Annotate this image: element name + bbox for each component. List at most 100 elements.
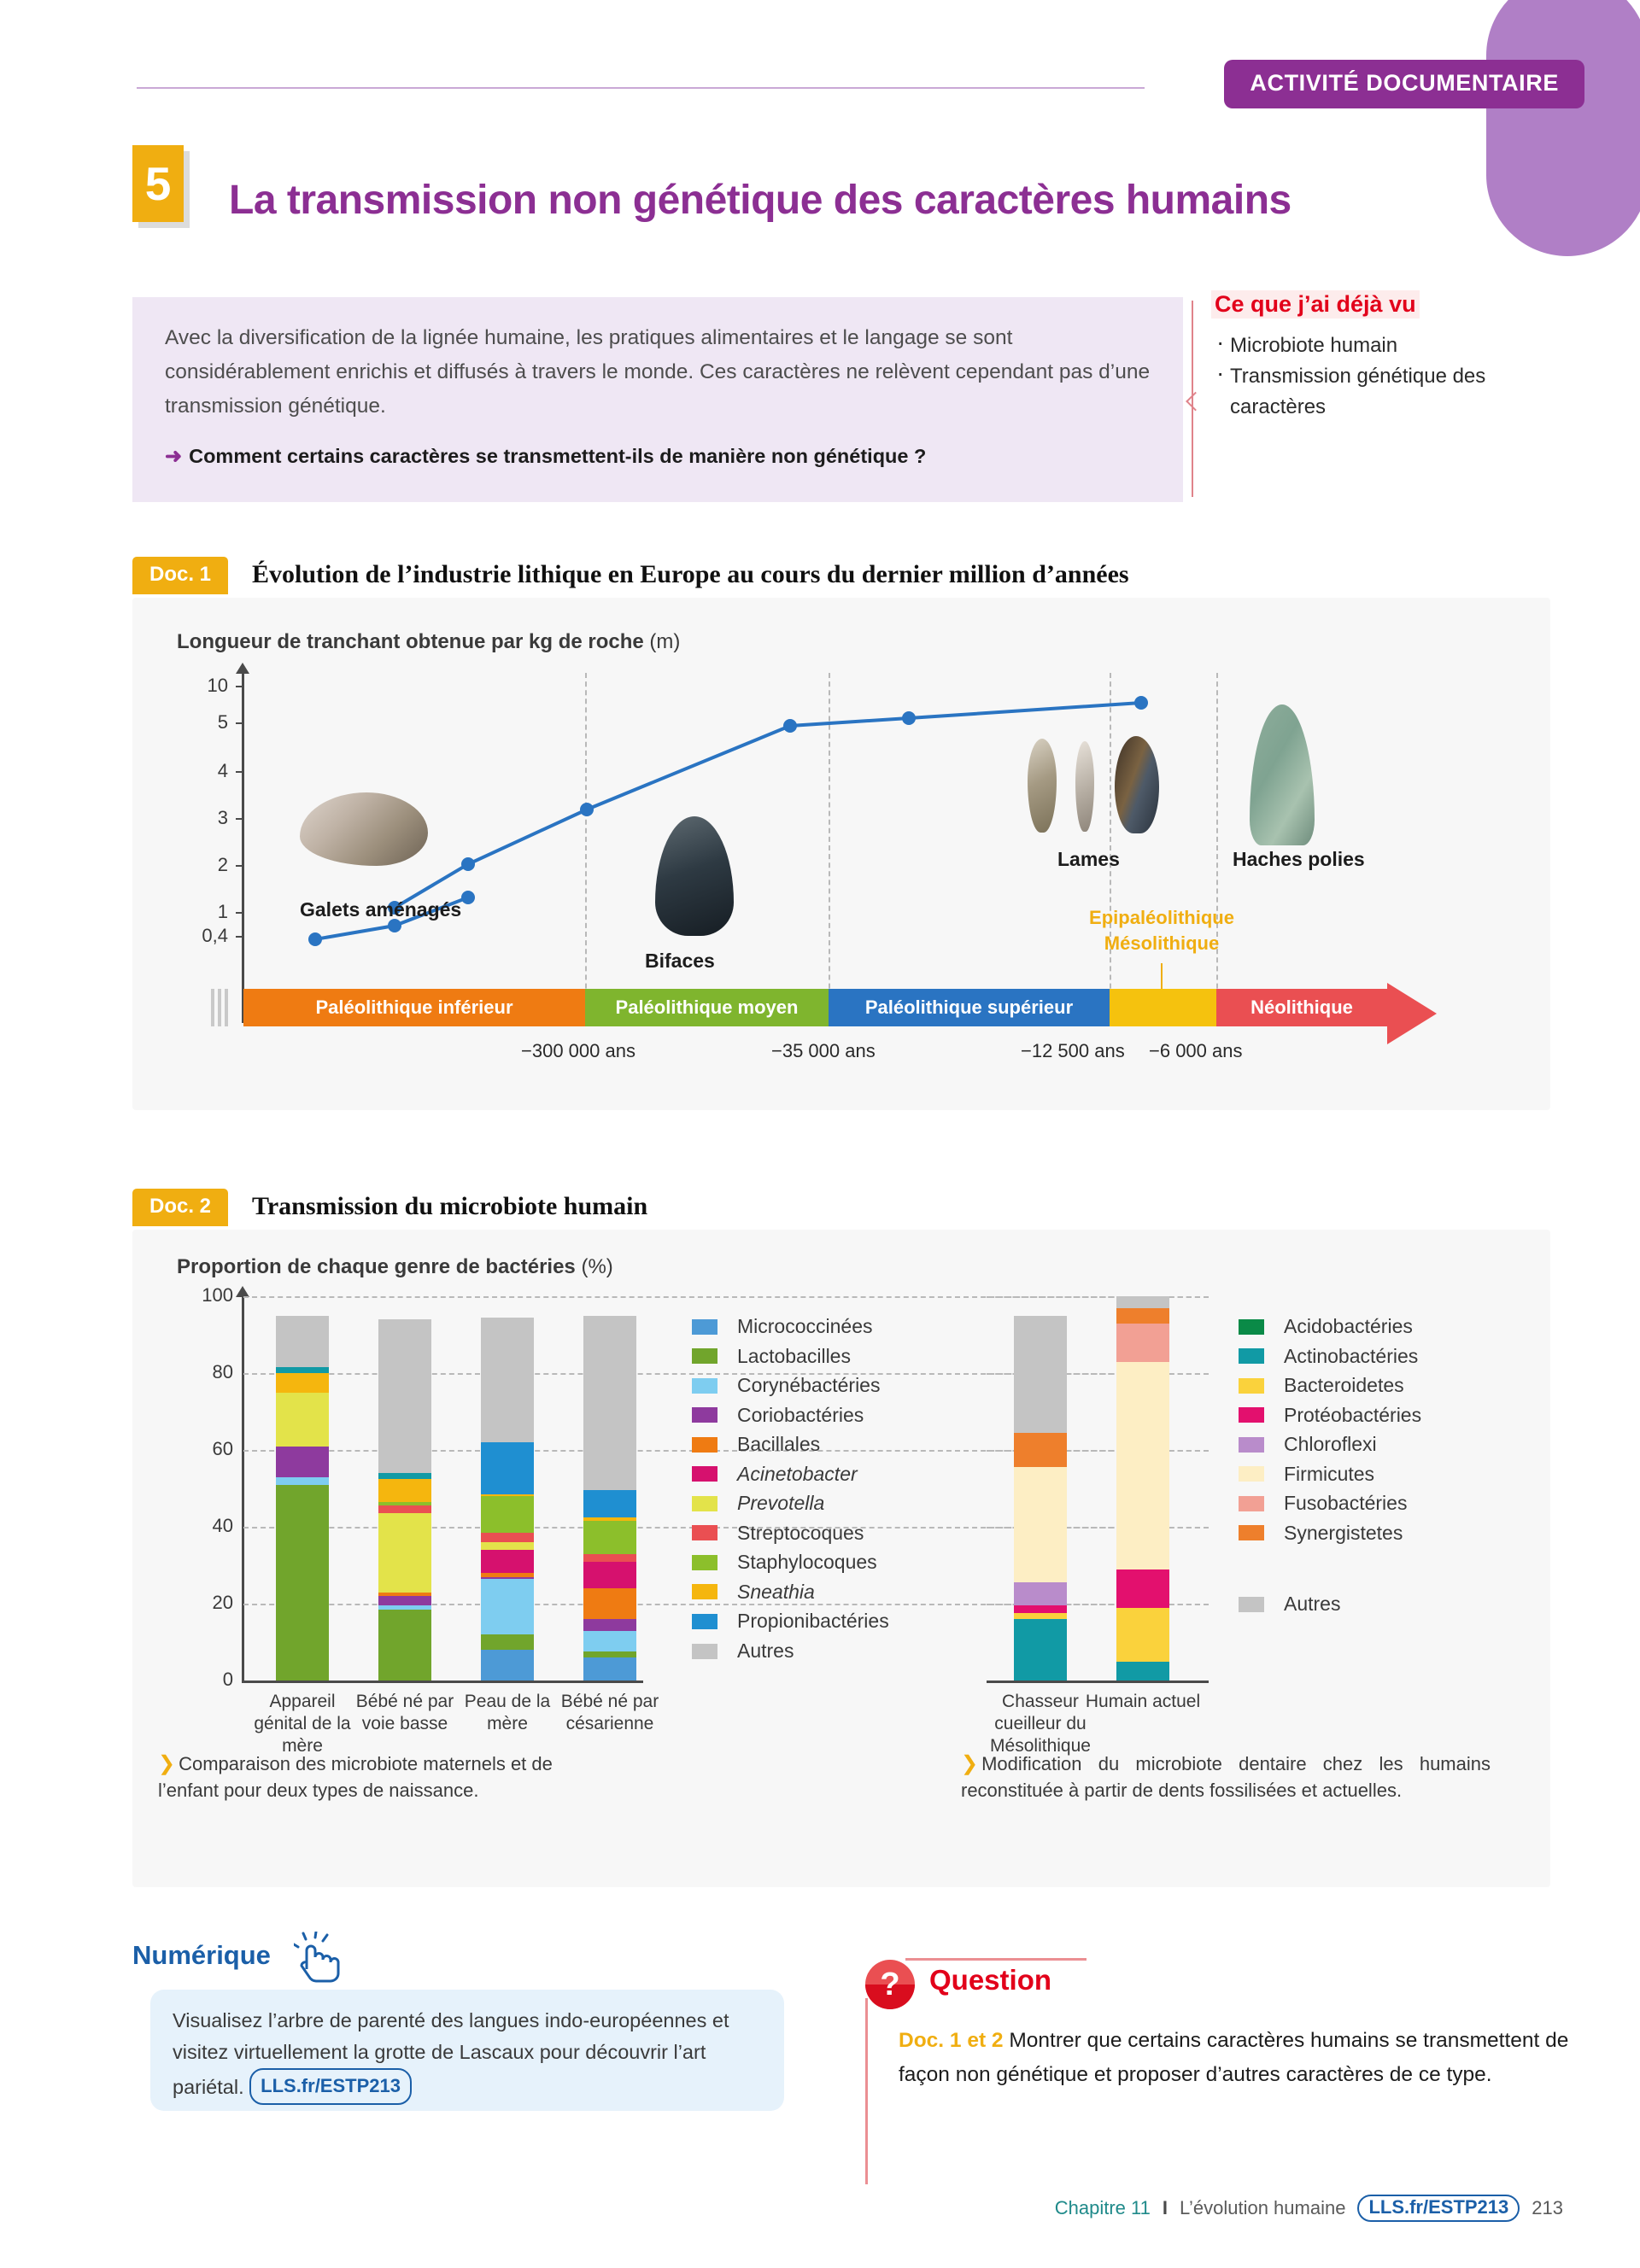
epipaleolithique-tick [1161,963,1163,989]
segment-autres [481,1317,534,1442]
sidebar-item-1: Transmission génétique des caractères [1211,358,1570,423]
doc2-title: Transmission du microbiote humain [252,1191,648,1220]
doc1-y-axis-title: Longueur de tranchant obtenue par kg de … [177,630,680,654]
question-mark-icon: ? [865,1960,915,2009]
doc1-ytickmark-3 [236,818,243,820]
right-legend-item-0: Acidobactéries [1239,1315,1421,1338]
segment-micrococcinées [481,1650,534,1681]
legend-label: Acinetobacter [737,1462,858,1485]
segment-staphylocoques [378,1501,431,1506]
timeline-hatch-1 [211,989,214,1026]
timeline-hatch-3 [225,989,228,1026]
doc1-ytickmark-5 [236,722,243,724]
segment-corynébactéries [583,1630,636,1652]
sidebar-list: Microbiote humain Transmission génétique… [1211,327,1570,423]
epipaleolithique-label: Epipaléolithique Mésolithique [1072,905,1251,956]
right-legend-item-2: Bacteroidetes [1239,1374,1421,1397]
question-mark-glyph: ? [880,1966,900,2002]
segment-actinobactéries [378,1473,431,1479]
lame-image-2 [1075,741,1094,832]
legend-label: Bacteroidetes [1284,1374,1404,1396]
doc1-y-axis-label: Longueur de tranchant obtenue par kg de … [177,630,644,653]
segment-staphylocoques [481,1496,534,1533]
segment-autres [378,1319,431,1473]
segment-chloroflexi [1014,1582,1067,1606]
footer-link-pill[interactable]: LLS.fr/ESTP213 [1357,2195,1520,2222]
doc2-left-ytick-0: 0 [222,1669,233,1690]
segment-firmicutes [1014,1467,1067,1583]
segment-actinobactéries [276,1367,329,1373]
segment-synergistetes [1014,1432,1067,1468]
sidebar-already-seen: Ce que j’ai déjà vu Microbiote humain Tr… [1211,290,1570,423]
legend-label: Coriobactéries [737,1403,864,1426]
doc1-line-chart [308,696,1148,946]
legend-label-autres-left: Autres [737,1640,794,1662]
numerique-heading: Numérique [132,1940,271,1970]
activity-number-badge: 5 [132,145,184,222]
segment-corynébactéries [481,1578,534,1634]
footer-separator: I [1162,2197,1168,2218]
doc1-ytick-2: 2 [217,854,228,875]
legend-swatch [692,1584,718,1599]
doc2-badge: Doc. 2 [132,1189,229,1226]
doc2-right-cat-1: Humain actuel [1085,1692,1201,1711]
doc2-right-legend-autres: Autres [1239,1593,1340,1616]
lames-label: Lames [1057,848,1120,870]
doc2-left-bar-3 [583,1315,636,1681]
epipaleolithique-line1: Epipaléolithique [1089,907,1234,928]
timeline-date-1: −35 000 ans [771,1040,876,1061]
doc2-left-cat-1: Bébé né par voie basse [355,1692,454,1733]
doc2-left-y-axis-arrow [236,1286,249,1297]
doc2-left-y-axis-title: Proportion de chaque genre de bactéries … [177,1255,613,1279]
legend-item-10: Propionibactéries [692,1610,889,1633]
segment-lactobacilles [378,1609,431,1681]
doc1-badge: Doc. 1 [132,557,229,594]
doc1-ytick-04: 0,4 [202,925,228,946]
legend-item-2: Corynébactéries [692,1374,889,1397]
legend-label: Lactobacilles [737,1344,851,1367]
legend-swatch [692,1466,718,1482]
segment-actinobactéries [1116,1661,1169,1681]
legend-item-4: Bacillales [692,1433,889,1456]
legend-swatch [692,1525,718,1540]
legend-label-autres-right: Autres [1284,1593,1341,1615]
segment-firmicutes [1116,1361,1169,1569]
segment-acinetobacter [481,1550,534,1573]
doc1-y-axis-arrow [236,663,249,674]
right-legend-item-3: Protéobactéries [1239,1404,1421,1427]
segment-synergistetes [1116,1307,1169,1324]
segment-coriobactéries [276,1446,329,1477]
doc2-left-bar-1 [378,1319,431,1681]
intro-box: Avec la diversification de la lignée hum… [132,297,1183,502]
legend-label: Propionibactéries [737,1610,889,1632]
doc1-ytick-10: 10 [207,675,228,696]
right-gridline-20 [987,1604,1209,1605]
timeline-seg-epipaleolithique [1110,989,1216,1026]
gridline-100 [243,1296,1200,1298]
doc2-right-caption: ❯ Modification du microbiote dentaire che… [961,1751,1491,1803]
doc2-left-ytick-40: 40 [212,1515,233,1536]
legend-label: Acidobactéries [1284,1315,1413,1337]
numerique-link-pill[interactable]: LLS.fr/ESTP213 [249,2068,412,2105]
doc1-divider-2 [829,673,830,1023]
doc1-title: Évolution de l’industrie lithique en Eur… [252,559,1129,588]
decorative-corner-blob [1486,0,1640,256]
segment-micrococcinées [583,1657,636,1681]
legend-label: Bacillales [737,1433,821,1455]
right-legend-item-5: Firmicutes [1239,1463,1421,1486]
doc1-ytick-4: 4 [217,760,228,781]
doc2-header: Doc. 2 Transmission du microbiote humain [132,1189,647,1226]
question-doc-ref: Doc. 1 et 2 [899,2029,1004,2052]
segment-autres [583,1315,636,1491]
page-footer: Chapitre 11 I L’évolution humaine LLS.fr… [1055,2195,1563,2222]
doc2-left-legend-autres: Autres [692,1640,794,1663]
segment-sneathia [583,1517,636,1522]
lame-image-3 [1115,736,1159,833]
page-number: 213 [1532,2197,1563,2218]
caption-triangle-icon-right: ❯ [961,1752,979,1775]
segment-propionibactéries [481,1442,534,1494]
right-gridline-80 [987,1373,1209,1375]
legend-swatch [692,1348,718,1364]
doc2-left-bar-0 [276,1315,329,1681]
gridline-20 [243,1604,1200,1605]
